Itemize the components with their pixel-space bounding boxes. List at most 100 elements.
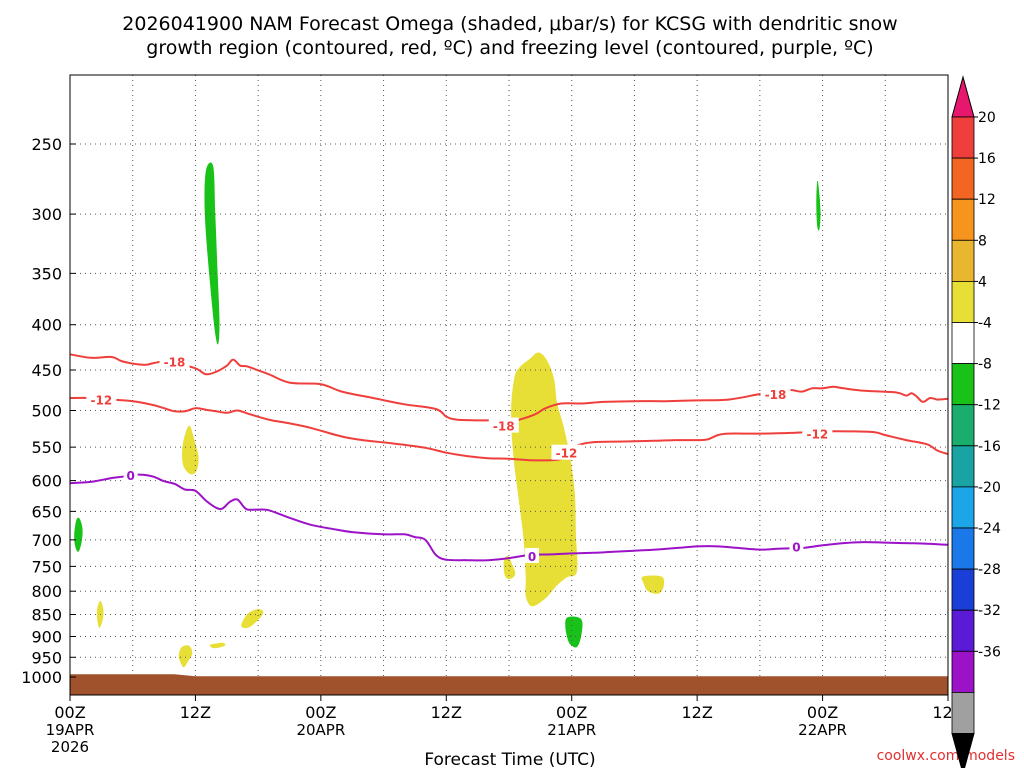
x-tick-label: 00Z bbox=[556, 703, 587, 722]
colorbar-swatch bbox=[951, 692, 975, 734]
colorbar-swatch bbox=[951, 527, 975, 570]
colorbar-label: 16 bbox=[978, 151, 996, 167]
omega-shaded-region-8 bbox=[204, 162, 220, 345]
y-tick-label: 350 bbox=[31, 264, 62, 283]
y-tick-label: 950 bbox=[31, 648, 62, 667]
colorbar-label: -4 bbox=[978, 316, 992, 332]
y-tick-label: 900 bbox=[31, 627, 62, 646]
y-axis: 250 300 350 400 450 500 550 600 650 700 750 800 850 9… bbox=[21, 135, 76, 687]
omega-shaded-region-11 bbox=[565, 616, 583, 648]
contour-label: -12 bbox=[91, 394, 113, 408]
colorbar-label: -16 bbox=[978, 439, 1001, 455]
colorbar-label: -28 bbox=[978, 562, 1001, 578]
contour-label-bg bbox=[802, 425, 833, 441]
contour-label-bg bbox=[760, 386, 791, 402]
colorbar-label: -36 bbox=[978, 644, 1001, 660]
contour-layer: -18 -12 -18 -12 -18 -12 0 0 0 bbox=[69, 353, 949, 564]
omega-shaded-region-10 bbox=[74, 517, 83, 552]
omega-shaded-region-1 bbox=[182, 425, 199, 475]
contour-label: 0 bbox=[528, 550, 536, 564]
contour-label: 0 bbox=[126, 469, 134, 483]
colorbar-swatch bbox=[951, 157, 975, 200]
omega-shaded-region-3 bbox=[641, 575, 665, 594]
x-tick-label: 12Z bbox=[681, 703, 712, 722]
y-tick-label: 600 bbox=[31, 472, 62, 491]
colorbar-label: -12 bbox=[978, 398, 1001, 414]
colorbar-top-arrow bbox=[951, 75, 975, 118]
omega-shaded-region-5 bbox=[241, 608, 264, 629]
y-tick-label: 850 bbox=[31, 606, 62, 625]
colorbar-swatch bbox=[951, 363, 975, 406]
colorbar: 20 16 12 8 4 -4 -8 -12 -16 -20 -24 -28 -32 -36 bbox=[951, 75, 1001, 768]
y-tick-label: 400 bbox=[31, 316, 62, 335]
x-tick-label: 00Z bbox=[54, 703, 85, 722]
y-tick-label: 650 bbox=[31, 502, 62, 521]
ground-terrain bbox=[70, 674, 948, 695]
contour-label: 0 bbox=[792, 540, 800, 554]
colorbar-bottom-arrow bbox=[951, 733, 975, 768]
ground-layer bbox=[70, 674, 948, 695]
credit-link[interactable]: coolwx.com/models bbox=[877, 748, 1015, 764]
x-axis-label: Forecast Time (UTC) bbox=[424, 750, 595, 768]
colorbar-swatch bbox=[951, 239, 975, 282]
colorbar-swatch bbox=[951, 609, 975, 652]
colorbar-label: -8 bbox=[978, 357, 992, 373]
x-tick-label: 00Z bbox=[305, 703, 336, 722]
x-tick-label: 00Z bbox=[807, 703, 838, 722]
colorbar-label: 4 bbox=[978, 274, 987, 290]
y-tick-label: 750 bbox=[31, 557, 62, 576]
y-tick-label: 250 bbox=[31, 135, 62, 154]
y-tick-label: 450 bbox=[31, 361, 62, 380]
colorbar-swatch bbox=[951, 280, 975, 323]
contour-label: -18 bbox=[765, 388, 787, 402]
contour-label-bg bbox=[159, 353, 190, 369]
contour-label: -12 bbox=[807, 428, 829, 442]
omega-shaded-region-0 bbox=[511, 352, 578, 607]
omega-shaded-region-2 bbox=[503, 555, 516, 580]
omega-shaded-region-9 bbox=[816, 180, 821, 231]
omega-shaded-region-7 bbox=[178, 645, 193, 668]
omega-shaded-region-6 bbox=[209, 642, 226, 649]
y-tick-label: 700 bbox=[31, 531, 62, 550]
contour-line--12 bbox=[69, 396, 949, 462]
colorbar-swatch bbox=[951, 322, 975, 364]
x-tick-label: 12Z bbox=[431, 703, 462, 722]
omega-shading-layer bbox=[74, 162, 821, 668]
colorbar-label: 12 bbox=[978, 192, 996, 208]
x-date-label: 19APR bbox=[46, 721, 95, 739]
contour-label-bg bbox=[123, 466, 138, 482]
contour-label: -18 bbox=[164, 355, 186, 369]
colorbar-swatch bbox=[951, 116, 975, 159]
contour-label-bg bbox=[551, 444, 582, 460]
colorbar-swatch bbox=[951, 404, 975, 447]
colorbar-swatch bbox=[951, 568, 975, 611]
colorbar-swatch bbox=[951, 650, 975, 693]
colorbar-label: 8 bbox=[978, 233, 987, 249]
x-year-label: 2026 bbox=[51, 738, 89, 756]
colorbar-label: -24 bbox=[978, 521, 1001, 537]
colorbar-label: -20 bbox=[978, 480, 1001, 496]
colorbar-label: 20 bbox=[978, 110, 996, 126]
contour-label-bg bbox=[488, 417, 519, 433]
y-tick-label: 1000 bbox=[21, 668, 62, 687]
chart-title-line-1: 2026041900 NAM Forecast Omega (shaded, μ… bbox=[122, 13, 897, 35]
contour-label-bg bbox=[789, 538, 804, 554]
chart-title-line-2: growth region (contoured, red, ºC) and f… bbox=[146, 37, 873, 59]
contour-line--18 bbox=[69, 353, 949, 423]
contour-line-0 bbox=[69, 473, 949, 562]
colorbar-swatch bbox=[951, 486, 975, 529]
x-tick-label: 12Z bbox=[180, 703, 211, 722]
plot-frame bbox=[69, 74, 949, 696]
contour-label: -12 bbox=[556, 447, 578, 461]
x-date-label: 20APR bbox=[296, 721, 345, 739]
x-date-label: 22APR bbox=[798, 721, 847, 739]
x-date-label: 21APR bbox=[547, 721, 596, 739]
grid-layer bbox=[70, 75, 948, 695]
y-tick-label: 550 bbox=[31, 438, 62, 457]
y-tick-label: 500 bbox=[31, 402, 62, 421]
contour-label-bg bbox=[86, 391, 117, 407]
contour-label-bg bbox=[524, 548, 539, 564]
colorbar-swatch bbox=[951, 445, 975, 488]
